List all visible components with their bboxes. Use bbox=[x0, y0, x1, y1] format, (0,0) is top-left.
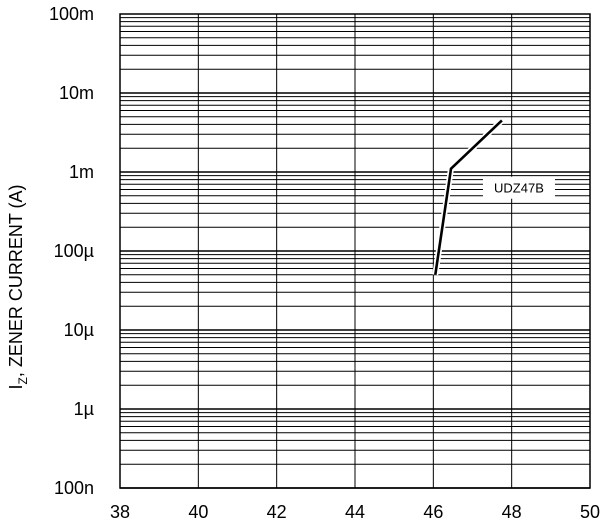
series bbox=[432, 118, 504, 276]
y-tick-label: 100µ bbox=[54, 241, 94, 261]
grid bbox=[119, 14, 591, 489]
x-tick-label: 42 bbox=[267, 502, 287, 522]
series-label-box bbox=[482, 176, 555, 199]
y-axis-title-subscript: Z bbox=[16, 377, 30, 384]
y-axis-title-base: I bbox=[6, 385, 26, 390]
x-tick-label: 40 bbox=[188, 502, 208, 522]
plot-border bbox=[119, 13, 591, 489]
y-axis-title-rest: , ZENER CURRENT (A) bbox=[6, 184, 26, 377]
y-tick-label: 100m bbox=[49, 4, 94, 24]
y-tick-label: 10m bbox=[59, 83, 94, 103]
series-line-udz47b bbox=[434, 119, 503, 275]
x-axis-ticks: 38 40 42 44 46 48 50 bbox=[110, 502, 600, 522]
y-axis-title: IZ, ZENER CURRENT (A) bbox=[6, 184, 30, 389]
y-tick-label: 100n bbox=[54, 478, 94, 498]
y-tick-label: 1m bbox=[69, 162, 94, 182]
x-tick-label: 46 bbox=[423, 502, 443, 522]
x-tick-label: 38 bbox=[110, 502, 130, 522]
y-tick-label: 10µ bbox=[64, 320, 94, 340]
series-labels: UDZ47B bbox=[482, 176, 555, 199]
plot-frame bbox=[119, 13, 591, 489]
x-tick-label: 44 bbox=[345, 502, 365, 522]
y-tick-label: 1µ bbox=[74, 399, 94, 419]
x-tick-label: 48 bbox=[502, 502, 522, 522]
x-tick-label: 50 bbox=[580, 502, 600, 522]
series-label: UDZ47B bbox=[494, 181, 544, 196]
y-axis-ticks: 100n 1µ 10µ 100µ 1m 10m 100m bbox=[49, 4, 94, 498]
